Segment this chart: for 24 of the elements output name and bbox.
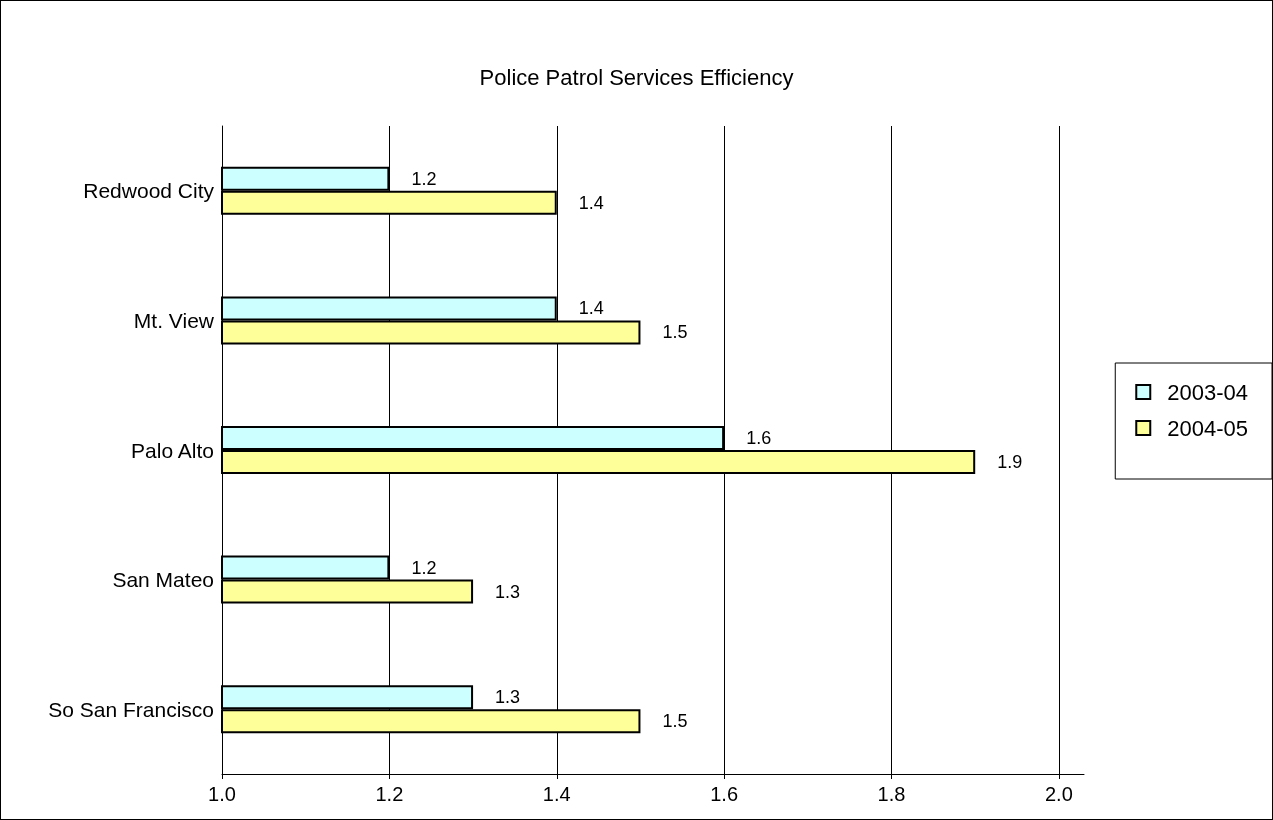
legend-label: 2004-05 — [1167, 415, 1249, 441]
y-tick-label: Redwood City — [83, 179, 215, 203]
y-tick-label: Palo Alto — [131, 438, 214, 462]
data-label: 1.3 — [495, 581, 521, 602]
x-tick-label: 1.0 — [208, 783, 236, 805]
data-label: 1.4 — [578, 192, 604, 213]
data-label: 1.3 — [495, 687, 521, 708]
chart-title: Police Patrol Services Efficiency — [479, 64, 794, 90]
x-tick-label: 1.8 — [877, 783, 906, 805]
y-tick-label: So San Francisco — [48, 697, 214, 721]
x-tick-label: 2.0 — [1044, 783, 1073, 805]
data-label: 1.6 — [746, 428, 772, 448]
data-label: 1.2 — [411, 168, 437, 189]
y-tick-label: Mt. View — [133, 308, 215, 332]
x-tick-label: 1.4 — [542, 783, 571, 805]
y-tick-label: San Mateo — [112, 568, 214, 592]
x-tick-label: 1.2 — [375, 783, 404, 805]
data-label: 1.2 — [411, 557, 437, 578]
data-label: 1.5 — [662, 711, 688, 732]
data-label: 1.4 — [578, 298, 604, 319]
legend-label: 2003-04 — [1167, 379, 1249, 405]
data-label: 1.5 — [662, 322, 688, 343]
data-label: 1.9 — [997, 452, 1023, 472]
x-tick-label: 1.6 — [710, 783, 739, 805]
